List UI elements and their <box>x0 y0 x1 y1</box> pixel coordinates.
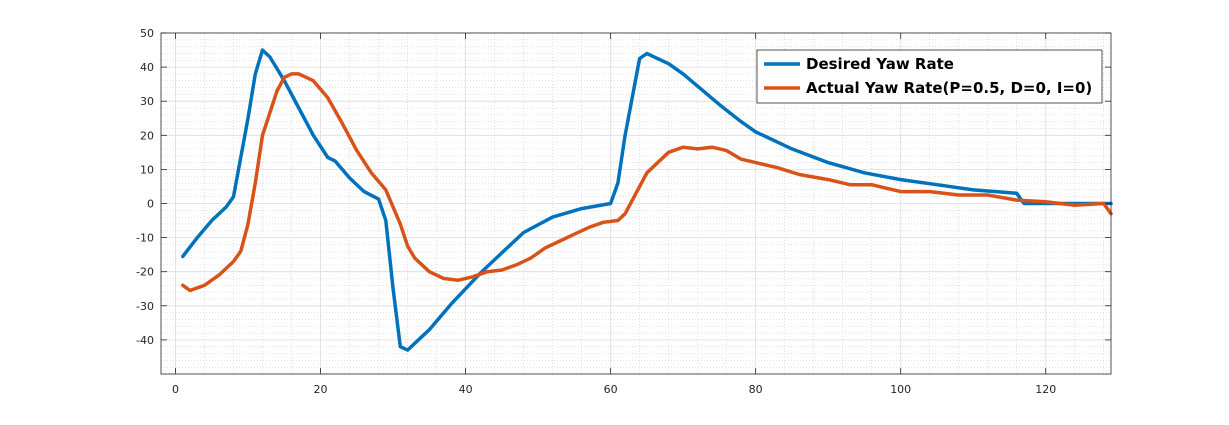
x-tick-label: 20 <box>314 383 328 396</box>
legend: Desired Yaw Rate Actual Yaw Rate(P=0.5, … <box>756 49 1103 104</box>
y-tick-label: -40 <box>136 334 154 347</box>
series-line-actual <box>181 72 1113 293</box>
y-tick-label: 20 <box>140 129 154 142</box>
y-tick-label: 10 <box>140 163 154 176</box>
y-tick-label: 30 <box>140 95 154 108</box>
y-tick-label: -10 <box>136 232 154 245</box>
series-layer <box>181 48 1113 352</box>
y-tick-label: -20 <box>136 266 154 279</box>
legend-label-desired: Desired Yaw Rate <box>806 55 954 73</box>
x-tick-label: 60 <box>604 383 618 396</box>
y-tick-label: 40 <box>140 61 154 74</box>
x-tick-label: 0 <box>172 383 179 396</box>
y-axis-tick-labels: -40 -30 -20 -10 0 10 20 30 40 50 <box>136 27 154 347</box>
y-tick-label: 0 <box>147 198 154 211</box>
series-line-desired <box>181 48 1113 352</box>
x-tick-label: 40 <box>459 383 473 396</box>
x-tick-label: 120 <box>1035 383 1056 396</box>
axis-ticks <box>161 32 1111 374</box>
x-tick-label: 80 <box>749 383 763 396</box>
legend-label-actual: Actual Yaw Rate(P=0.5, D=0, I=0) <box>806 79 1092 97</box>
x-axis-tick-labels: 0 20 40 60 80 100 120 <box>172 383 1056 396</box>
legend-box <box>756 49 1103 104</box>
y-tick-label: -30 <box>136 300 154 313</box>
x-tick-label: 100 <box>890 383 911 396</box>
y-tick-label: 50 <box>140 27 154 40</box>
